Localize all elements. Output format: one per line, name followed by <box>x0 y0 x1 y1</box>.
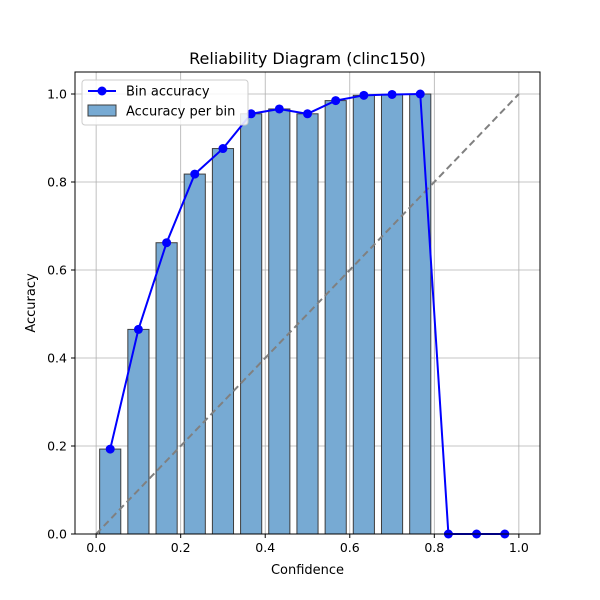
bin-accuracy-point <box>246 109 256 119</box>
bin-accuracy-point <box>387 89 397 99</box>
accuracy-bar <box>296 113 319 535</box>
bin-accuracy-point <box>331 96 341 106</box>
accuracy-bar <box>352 94 375 535</box>
y-tick-label: 0.2 <box>47 439 67 454</box>
legend-marker-swatch <box>97 86 107 96</box>
accuracy-bar <box>380 93 404 535</box>
accuracy-bar <box>268 108 291 535</box>
x-tick-label: 0.4 <box>255 540 275 555</box>
x-tick-label: 0.8 <box>424 540 444 555</box>
legend-item-accuracy-per-bin: Accuracy per bin <box>126 105 235 120</box>
accuracy-bar <box>183 173 206 535</box>
legend-bar-swatch <box>87 104 117 117</box>
x-tick-label: 0.6 <box>340 540 360 555</box>
accuracy-bar <box>324 100 347 535</box>
y-tick-label: 1.0 <box>47 87 67 102</box>
bin-accuracy-point <box>133 324 143 334</box>
diagonal-series <box>95 93 520 535</box>
accuracy-bar <box>155 242 178 535</box>
x-tick-label: 0.0 <box>86 540 106 555</box>
bin-accuracy-point <box>162 238 172 248</box>
bin-accuracy-point <box>274 104 284 114</box>
legend-box <box>81 79 249 126</box>
x-tick-label: 0.2 <box>171 540 191 555</box>
axis-ticks: 0.0 0.2 0.4 0.6 0.8 1.0 0.0 0.2 0.4 0.6 0.8 1.0 <box>47 87 529 556</box>
y-axis-label: Accuracy <box>24 273 39 333</box>
chart-title: Reliability Diagram (clinc150) <box>189 49 426 68</box>
y-tick-label: 0.4 <box>47 351 67 366</box>
legend: Bin accuracy Accuracy per bin <box>81 79 249 126</box>
bin-accuracy-point <box>218 144 228 154</box>
bin-accuracy-point <box>303 109 312 119</box>
x-axis-label: Confidence <box>271 563 344 578</box>
accuracy-bar <box>409 93 432 535</box>
y-tick-label: 0.6 <box>47 263 67 278</box>
y-tick-label: 0.8 <box>47 175 67 190</box>
perfect-calibration-line <box>95 93 520 535</box>
legend-item-bin-accuracy: Bin accuracy <box>126 85 210 100</box>
x-tick-label: 1.0 <box>509 540 529 555</box>
plot-frame <box>74 71 541 535</box>
accuracy-bar <box>211 148 235 535</box>
accuracy-bar <box>99 448 122 535</box>
bin-accuracy-point <box>105 444 115 454</box>
y-tick-label: 0.0 <box>47 527 67 542</box>
accuracy-bar <box>240 113 263 535</box>
bin-accuracy-point <box>415 89 425 99</box>
bin-accuracy-point <box>190 169 200 179</box>
bin-accuracy-point <box>359 90 369 100</box>
